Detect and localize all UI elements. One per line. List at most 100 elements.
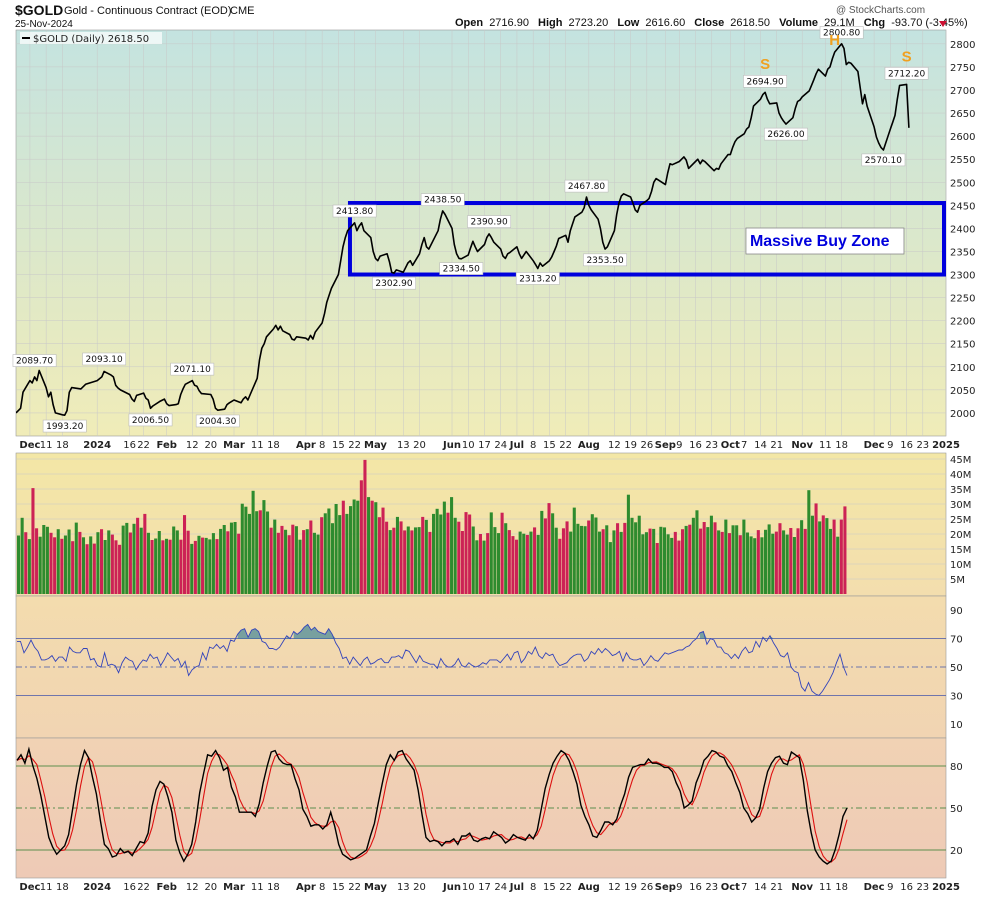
y-tick-label: 80 [950,762,963,773]
y-tick-label: 2750 [950,63,975,74]
y-tick-label: 20M [950,530,971,541]
volume-bar [150,540,154,594]
volume-bar [215,539,219,594]
price-annotation-text: 2334.50 [443,265,480,275]
volume-bar [399,521,403,594]
chart-date: 25-Nov-2024 [15,19,73,30]
volume-bar [17,535,21,594]
volume-bar [381,507,385,594]
price-annotation: 2694.90 [743,75,788,88]
x-tick-label: 16 [123,882,136,893]
volume-bar [756,530,760,594]
chg-value: -93.70 (-3.45%) [891,17,967,29]
volume-bar [760,537,764,594]
volume-bar [291,524,295,594]
volume-bar [327,508,331,594]
buy-zone-label-box [745,227,905,255]
volume-bar [92,543,96,594]
volume-bar [334,504,338,594]
volume-bar [320,517,324,594]
price-annotation: 2004.30 [195,414,240,428]
y-tick-label: 90 [950,606,963,617]
x-tick-label: 2024 [83,440,111,451]
volume-bar [280,525,284,594]
volume-bar [681,529,685,594]
volume-bar [576,523,580,594]
price-annotation-text: 2006.50 [132,416,169,426]
volume-bar [222,525,226,594]
x-tick-label: 2024 [83,882,111,893]
y-tick-label: 35M [950,485,971,496]
volume-bar [273,519,277,594]
volume-bar [496,533,501,594]
volume-bar [644,532,648,594]
volume-bar [807,490,811,594]
y-tick-label: 2150 [950,340,975,351]
volume-bar [312,532,316,594]
volume-bar [49,532,53,594]
y-tick-label: 20 [950,846,963,857]
volume-bar [688,524,692,594]
volume-bar [330,523,335,594]
low-value: 2616.60 [645,17,685,29]
x-tick-label: 8 [319,440,325,451]
buy-zone-label: Massive Buy Zone [750,233,890,250]
x-tick-label: 12 [186,882,199,893]
exchange: CME [230,5,254,17]
x-tick-label: 17 [478,882,491,893]
volume-bar [244,506,248,594]
x-tick-label: 23 [916,440,929,451]
y-tick-label: 2600 [950,132,975,143]
volume-bar [316,534,320,594]
x-tick-label: Oct [721,882,740,893]
volume-bar [266,511,270,594]
volume-bar [219,528,223,594]
volume-bar [89,536,93,594]
volume-bar [655,543,659,594]
x-tick-label: 18 [56,440,69,451]
x-tick-label: 22 [137,440,150,451]
volume-bar [659,526,663,594]
volume-bar [78,531,82,594]
volume-bar [814,503,818,594]
date-axis-bottom: Dec 11 18 2024 16 22 Feb 12 20 Mar 11 18 Apr 8 15 22 May… [19,882,960,893]
volume-bar [139,527,143,594]
price-annotation-text: 2089.70 [16,357,53,367]
x-tick-label: 11 [40,440,53,451]
x-tick-label: 24 [494,440,507,451]
x-tick-label: 22 [137,882,150,893]
volume-bar [446,512,450,594]
price-annotation: 2413.80 [332,204,377,218]
volume-bar [706,527,710,594]
volume-bar [670,537,674,594]
volume-bar [385,521,389,594]
price-annotation: 2353.50 [583,253,627,267]
volume-bar [233,522,237,594]
x-tick-label: 11 [40,882,53,893]
x-tick-label: 15 [543,440,556,451]
volume-bar [413,527,418,594]
volume-bar [63,535,67,594]
x-tick-label: 19 [624,882,637,893]
volume-bar [767,524,771,594]
volume-bar [377,517,381,594]
x-tick-label: 22 [348,440,361,451]
volume-bar [107,530,111,594]
volume-bar [717,530,721,594]
volume-bar [457,521,461,594]
volume-bar [424,519,428,594]
y-tick-label: 2650 [950,109,975,120]
x-tick-label: Dec [19,882,40,893]
buy-zone-rect [347,201,946,277]
volume-bar [367,497,371,594]
volume-bar [464,512,468,594]
x-tick-label: 10 [462,440,475,451]
x-tick-label: 14 [754,882,767,893]
price-annotation: 2006.50 [128,413,173,427]
volume-bar [154,538,158,594]
volume-bar [114,540,118,594]
volume-bar [818,521,822,594]
x-tick-label: 18 [835,440,848,451]
volume-bar [785,534,789,594]
price-annotation-text: 2004.30 [199,417,236,427]
